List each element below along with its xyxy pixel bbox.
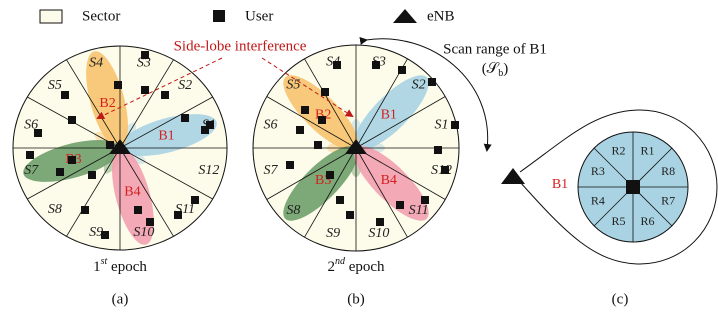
sector-label: S7 — [263, 163, 278, 178]
panel: S1S2S3S4S5S6S7S8S9S10S11S12B1B2B3B41st e… — [13, 46, 227, 307]
epoch-text: epoch — [107, 259, 147, 275]
user — [398, 66, 406, 74]
beam-label: B1 — [552, 177, 568, 192]
sector-label: S10 — [133, 225, 154, 240]
user — [81, 206, 89, 214]
caption: (b) — [347, 291, 365, 307]
sector-label: S12 — [198, 163, 219, 178]
user — [141, 51, 149, 59]
user — [146, 218, 154, 226]
user — [428, 78, 436, 86]
epoch-label: 2nd epoch — [327, 256, 385, 275]
user — [333, 61, 341, 69]
panels: S1S2S3S4S5S6S7S8S9S10S11S12B1B2B3B41st e… — [13, 45, 459, 307]
regions: R1 R2 R3 R4 R5 R6 R7 R8 — [578, 132, 688, 242]
user — [626, 180, 640, 194]
user — [434, 146, 442, 154]
symbol-close: ) — [503, 61, 508, 77]
symbol: (𝒮 — [482, 61, 500, 77]
region-label: R5 — [611, 214, 625, 228]
sector-label: S1 — [435, 117, 449, 132]
sector-label: S6 — [263, 117, 277, 132]
user — [206, 121, 214, 129]
panel: S1S2S3S4S5S6S7S8S9S10S11S12B1B2B3B42nd e… — [253, 45, 459, 307]
sector-label: S5 — [286, 78, 300, 93]
user — [56, 168, 64, 176]
region-label: R4 — [591, 193, 605, 207]
sector-label: S5 — [48, 78, 62, 93]
legend-enb-icon — [393, 9, 417, 23]
user — [318, 116, 326, 124]
user — [34, 129, 42, 137]
user — [88, 171, 96, 179]
user — [451, 121, 459, 129]
sector-label: S10 — [368, 226, 389, 241]
scan-range-label: Scan range of B1 — [443, 41, 547, 57]
user — [101, 231, 109, 239]
user — [174, 211, 182, 219]
user — [441, 166, 449, 174]
sector-label: S4 — [89, 55, 103, 70]
user — [26, 151, 34, 159]
sector-label: S2 — [178, 78, 192, 93]
sector-label: S8 — [286, 203, 300, 218]
user — [346, 211, 354, 219]
user — [396, 201, 404, 209]
user — [106, 141, 114, 149]
legend-sector: Sector — [82, 8, 120, 24]
annotation: Side-lobe interference — [174, 38, 307, 54]
legend-enb: eNB — [427, 8, 455, 24]
beam-label: B1 — [158, 128, 174, 143]
beam-label: B1 — [381, 107, 397, 122]
legend: Sector User eNB — [40, 8, 455, 24]
diagram: Sector User eNB S1S2S3S4S5S6S7S8S9S10S11… — [0, 0, 718, 316]
panel-c: B1 R1 R2 R3 R4 R5 R6 R7 R8 (c) — [501, 110, 717, 307]
user — [314, 141, 322, 149]
region-label: R2 — [611, 144, 625, 158]
legend-user-icon — [213, 10, 225, 22]
user — [68, 156, 76, 164]
region-label: R1 — [641, 144, 655, 158]
epoch-number: 1 — [93, 259, 101, 275]
beam-label: B4 — [381, 173, 397, 188]
user — [191, 196, 199, 204]
epoch-number: 2 — [327, 259, 335, 275]
epoch-text: epoch — [345, 259, 385, 275]
user — [321, 88, 329, 96]
user — [301, 106, 309, 114]
region-label: R3 — [591, 164, 605, 178]
sector-label: S8 — [48, 202, 62, 217]
sector-label: S11 — [409, 203, 429, 218]
user — [421, 196, 429, 204]
epoch-label: 1st epoch — [93, 256, 147, 275]
legend-user: User — [245, 8, 273, 24]
beam-label: B2 — [99, 96, 115, 111]
scan-range-symbol: (𝒮b) — [482, 61, 509, 79]
caption: (a) — [112, 291, 129, 307]
user — [61, 91, 69, 99]
user — [286, 161, 294, 169]
beam-label: B4 — [124, 185, 140, 200]
sector-label: S9 — [326, 226, 340, 241]
sector-label: S2 — [412, 78, 426, 93]
caption: (c) — [612, 291, 629, 307]
region-label: R6 — [641, 214, 655, 228]
user — [68, 116, 76, 124]
user — [376, 218, 384, 226]
user — [134, 206, 142, 214]
user — [141, 86, 149, 94]
user — [114, 81, 122, 89]
region-label: R7 — [661, 193, 675, 207]
sector-label: S7 — [24, 163, 39, 178]
user — [161, 91, 169, 99]
user — [296, 126, 304, 134]
user — [336, 196, 344, 204]
legend-sector-icon — [40, 10, 62, 23]
user — [326, 171, 334, 179]
region-label: R8 — [661, 164, 675, 178]
user — [372, 61, 380, 69]
user — [181, 114, 189, 122]
